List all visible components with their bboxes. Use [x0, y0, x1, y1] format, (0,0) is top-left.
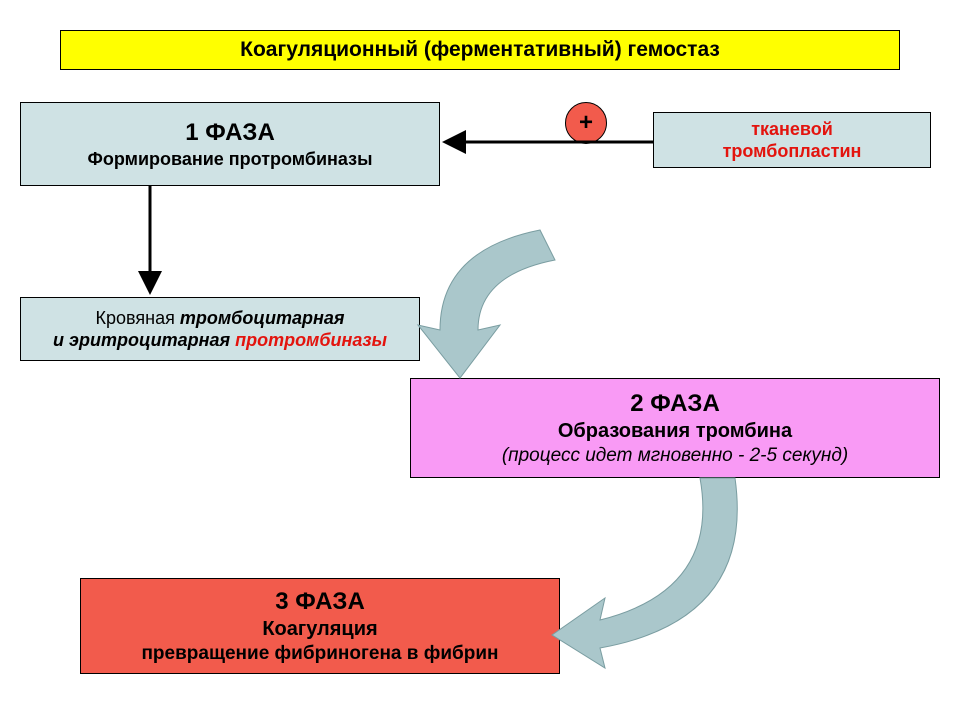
- phase3-note: превращение фибриногена в фибрин: [141, 642, 498, 666]
- prothromb-l1b: тромбоцитарная: [180, 308, 345, 328]
- phase1-box: 1 ФАЗА Формирование протромбиназы: [20, 102, 440, 186]
- plus-circle: +: [565, 102, 607, 144]
- phase2-box: 2 ФАЗА Образования тромбина (процесс иде…: [410, 378, 940, 478]
- phase2-title: 2 ФАЗА: [630, 389, 720, 419]
- diagram-stage: Коагуляционный (ферментативный) гемостаз…: [0, 0, 960, 720]
- phase1-sub: Формирование протромбиназы: [88, 148, 373, 171]
- prothromb-line1: Кровяная тромбоцитарная: [96, 307, 345, 330]
- prothromb-l1a: Кровяная: [96, 308, 180, 328]
- tissue-line1: тканевой: [751, 118, 833, 141]
- prothromb-line2: и эритроцитарная протромбиназы: [53, 329, 387, 352]
- phase3-title: 3 ФАЗА: [275, 587, 365, 617]
- curved-arrow-to-phase2: [418, 230, 555, 378]
- plus-sign: +: [579, 109, 593, 137]
- title-bar: Коагуляционный (ферментативный) гемостаз: [60, 30, 900, 70]
- prothromb-l2b: протромбиназы: [235, 330, 387, 350]
- prothromb-l2a: и эритроцитарная: [53, 330, 235, 350]
- phase2-note: (процесс идет мгновенно - 2-5 секунд): [502, 444, 848, 468]
- phase1-title: 1 ФАЗА: [185, 118, 275, 148]
- title-text: Коагуляционный (ферментативный) гемостаз: [240, 37, 720, 63]
- phase3-sub: Коагуляция: [262, 617, 377, 642]
- tissue-box: тканевой тромбопластин: [653, 112, 931, 168]
- curved-arrow-to-phase3: [552, 478, 737, 668]
- tissue-line2: тромбопластин: [723, 140, 862, 163]
- phase2-sub: Образования тромбина: [558, 419, 792, 444]
- phase3-box: 3 ФАЗА Коагуляция превращение фибриноген…: [80, 578, 560, 674]
- prothrombinase-box: Кровяная тромбоцитарная и эритроцитарная…: [20, 297, 420, 361]
